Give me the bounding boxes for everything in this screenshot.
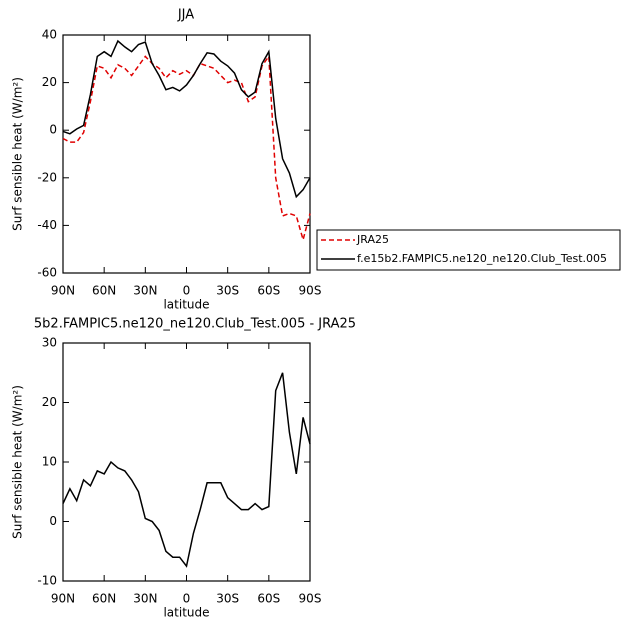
x-tick-label: 90N xyxy=(51,284,75,298)
y-tick-label: 0 xyxy=(49,514,57,528)
y-axis-label: Surf sensible heat (W/m²) xyxy=(11,385,25,539)
y-tick-label: 20 xyxy=(42,395,57,409)
x-tick-label: 60S xyxy=(257,284,280,298)
legend-label: f.e15b2.FAMPIC5.ne120_ne120.Club_Test.00… xyxy=(357,252,607,265)
x-tick-label: 30S xyxy=(216,284,239,298)
y-tick-label: 30 xyxy=(42,336,57,350)
x-tick-label: 90N xyxy=(51,592,75,606)
y-tick-label: 20 xyxy=(42,75,57,89)
y-tick-label: -40 xyxy=(37,218,57,232)
data-line xyxy=(62,372,311,568)
x-tick-label: 90S xyxy=(299,284,322,298)
x-tick-label: 30N xyxy=(133,592,157,606)
x-tick-label: 60N xyxy=(92,284,116,298)
y-tick-label: 0 xyxy=(49,123,57,137)
x-tick-label: 30S xyxy=(216,592,239,606)
y-tick-label: -60 xyxy=(37,266,57,280)
data-line xyxy=(62,39,311,199)
x-tick-label: 30N xyxy=(133,284,157,298)
x-axis-label: latitude xyxy=(163,606,209,620)
x-tick-label: 0 xyxy=(183,592,191,606)
y-tick-label: -20 xyxy=(37,170,57,184)
y-tick-label: -10 xyxy=(37,574,57,588)
x-tick-label: 60N xyxy=(92,592,116,606)
x-tick-label: 90S xyxy=(299,592,322,606)
legend-label: JRA25 xyxy=(356,233,389,246)
legend-box xyxy=(316,229,621,271)
x-axis-label: latitude xyxy=(163,298,209,312)
chart-title: 5b2.FAMPIC5.ne120_ne120.Club_Test.005 - … xyxy=(34,317,356,332)
x-tick-label: 60S xyxy=(257,592,280,606)
plot-frame xyxy=(62,342,311,582)
y-tick-label: 10 xyxy=(42,455,57,469)
chart-title: JJA xyxy=(177,8,194,23)
data-line xyxy=(62,54,311,243)
y-axis-label: Surf sensible heat (W/m²) xyxy=(11,77,25,231)
x-tick-label: 0 xyxy=(183,284,191,298)
y-tick-label: 40 xyxy=(42,28,57,42)
plot-frame xyxy=(62,34,311,274)
